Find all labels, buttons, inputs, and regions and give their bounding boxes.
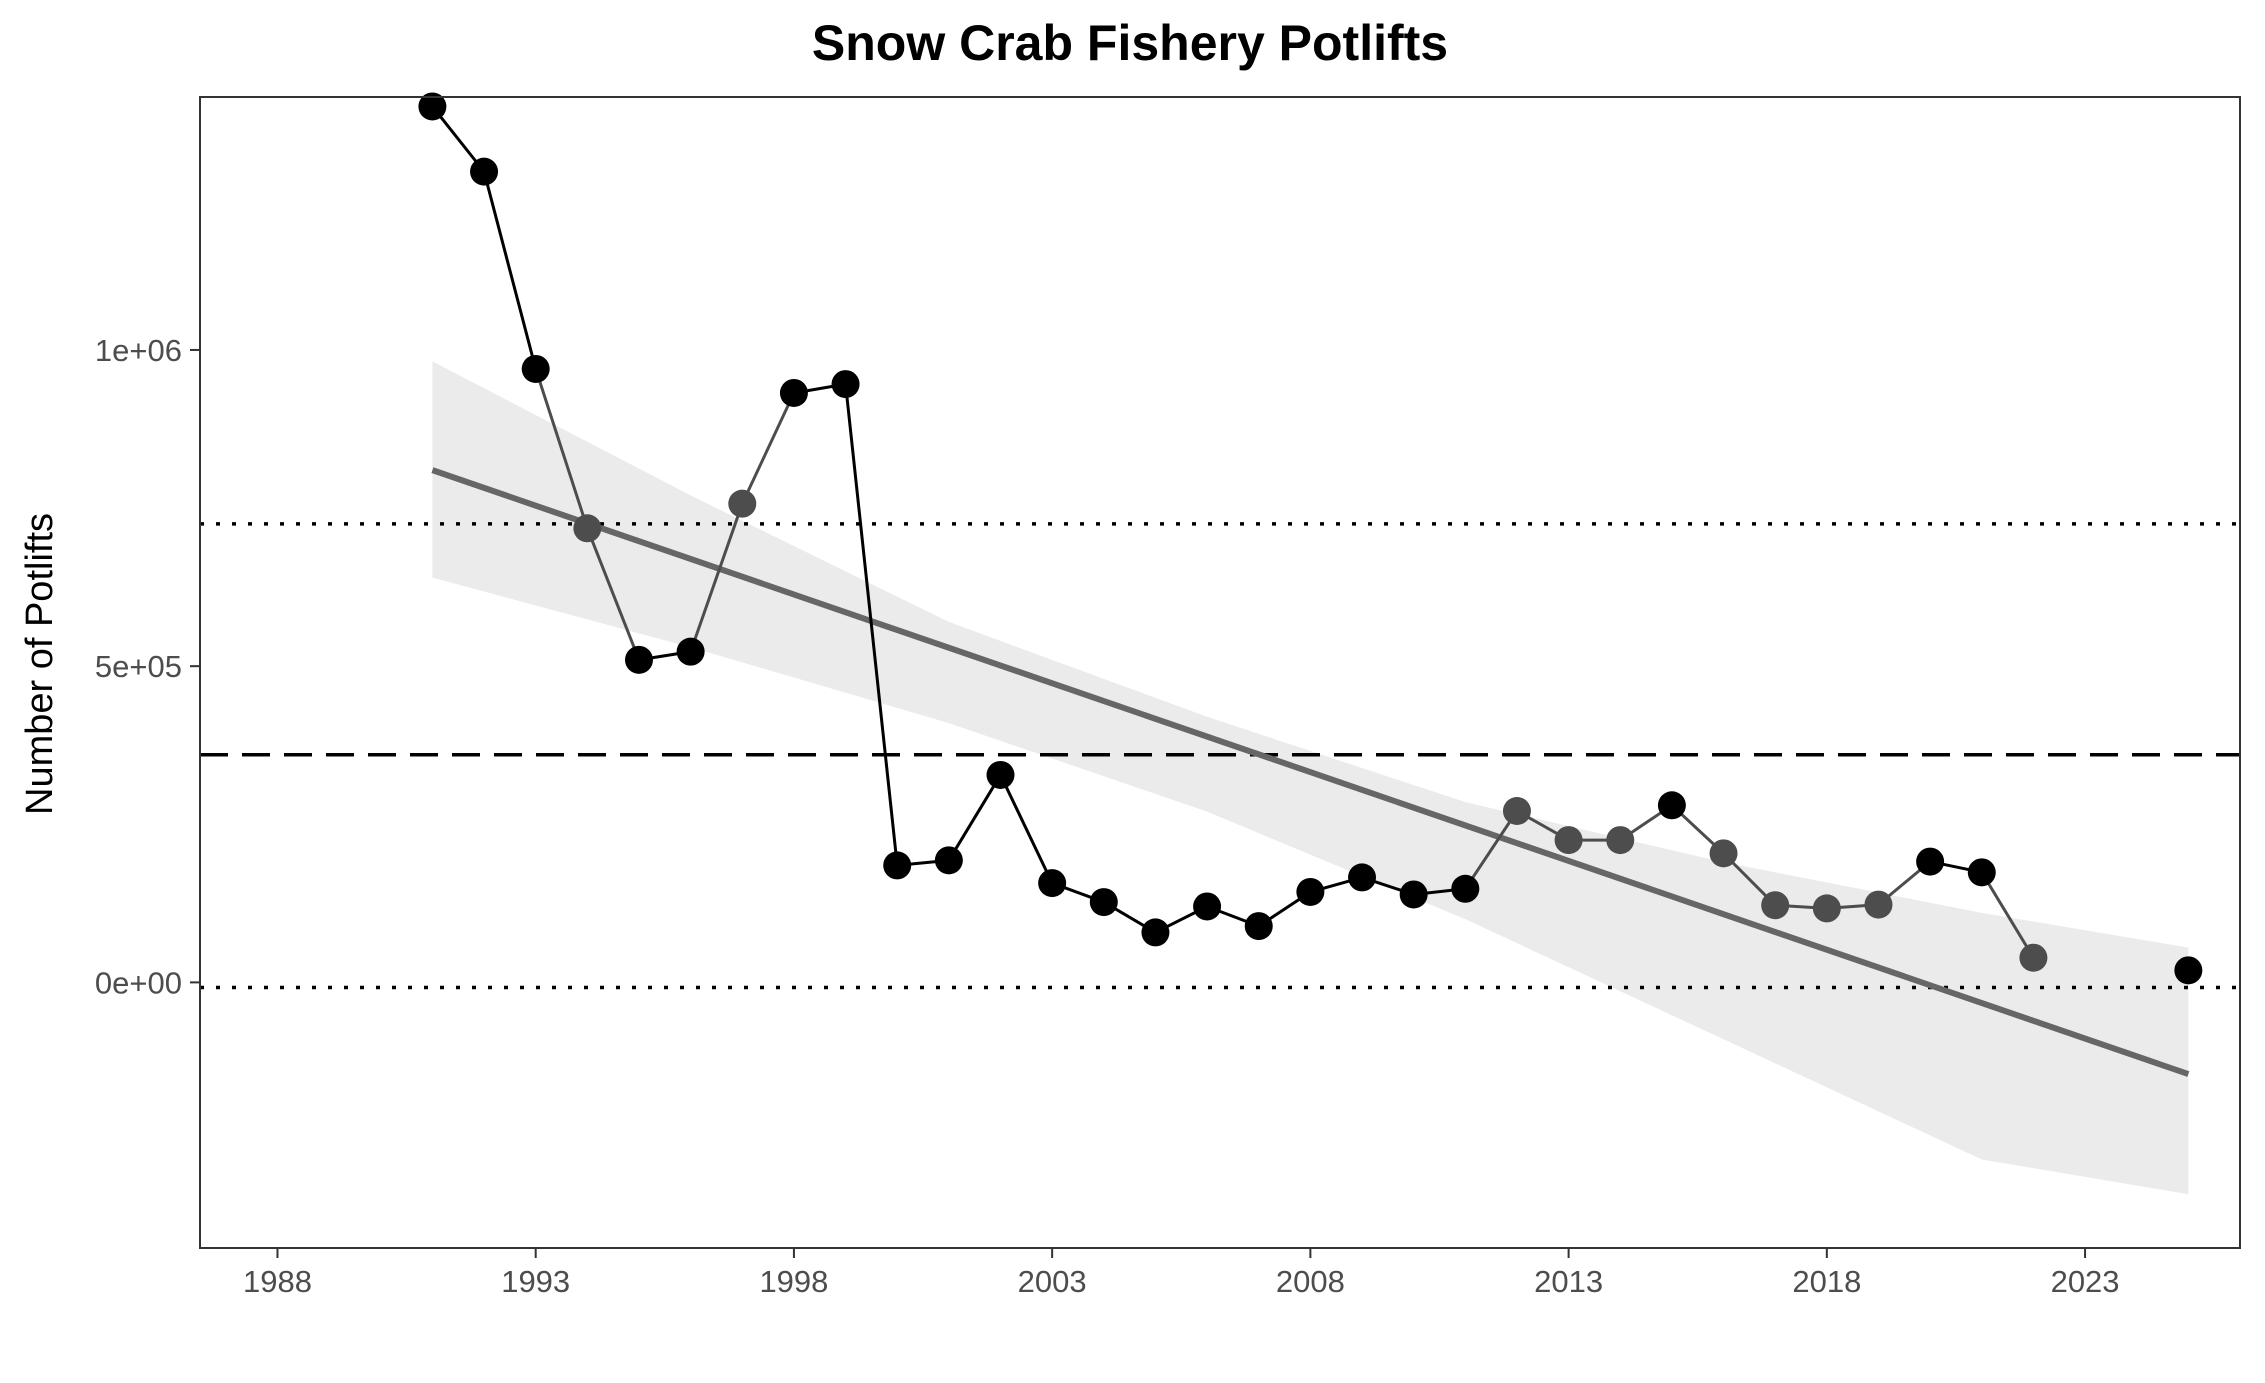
data-point bbox=[2019, 943, 2048, 972]
y-axis-label: Number of Potlifts bbox=[19, 513, 61, 815]
confidence-band-layer bbox=[432, 361, 2189, 1195]
data-point bbox=[1606, 826, 1635, 855]
x-tick-label: 1988 bbox=[243, 1264, 312, 1299]
series-segment bbox=[482, 171, 538, 370]
data-point bbox=[624, 645, 653, 674]
data-point bbox=[2174, 956, 2203, 985]
y-tick-label: 1e+06 bbox=[95, 333, 182, 368]
data-point bbox=[1812, 894, 1841, 923]
data-point bbox=[1451, 874, 1480, 903]
data-point bbox=[1709, 839, 1738, 868]
data-point bbox=[521, 354, 550, 383]
chart-title: Snow Crab Fishery Potlifts bbox=[812, 15, 1448, 71]
data-point bbox=[1296, 877, 1325, 906]
data-point bbox=[1554, 826, 1583, 855]
x-tick-label: 2008 bbox=[1276, 1264, 1345, 1299]
trend-line bbox=[431, 467, 2190, 1077]
data-point bbox=[1967, 858, 1996, 887]
data-point bbox=[934, 846, 963, 875]
series-segment bbox=[534, 368, 589, 529]
data-point bbox=[831, 370, 860, 399]
data-point bbox=[1916, 847, 1945, 876]
data-point bbox=[1761, 891, 1790, 920]
data-point bbox=[1657, 791, 1686, 820]
axes-layer: 1988 1993 1998 2003 2008 2013 2018 2023 0e+00 5e+… bbox=[95, 333, 2120, 1299]
y-tick-label: 5e+05 bbox=[95, 649, 182, 684]
x-tick-label: 1993 bbox=[501, 1264, 570, 1299]
data-point bbox=[573, 514, 602, 543]
x-tick-label: 1998 bbox=[759, 1264, 828, 1299]
plot-panel-border bbox=[199, 96, 2241, 1249]
data-point bbox=[470, 157, 499, 186]
data-point bbox=[1399, 880, 1428, 909]
data-point bbox=[1348, 863, 1377, 892]
data-point bbox=[883, 851, 912, 880]
data-point bbox=[779, 378, 808, 407]
series-segment bbox=[585, 527, 641, 661]
x-tick-label: 2018 bbox=[1792, 1264, 1861, 1299]
x-tick-label: 2023 bbox=[2051, 1264, 2120, 1299]
series-segment bbox=[947, 774, 1002, 862]
data-point bbox=[676, 637, 705, 666]
series-segment bbox=[1980, 871, 2035, 959]
series-segment bbox=[1464, 810, 1519, 890]
x-tick-label: 2013 bbox=[1534, 1264, 1603, 1299]
data-point bbox=[418, 92, 447, 121]
reference-lines-layer bbox=[200, 522, 2240, 990]
series-segment bbox=[689, 503, 744, 653]
data-point bbox=[986, 760, 1015, 789]
data-point bbox=[1502, 796, 1531, 825]
trend-line-layer bbox=[431, 467, 2190, 1077]
confidence-band bbox=[432, 361, 2189, 1195]
data-point bbox=[728, 489, 757, 518]
data-point bbox=[1038, 869, 1067, 898]
data-point bbox=[1193, 892, 1222, 921]
data-point bbox=[1141, 918, 1170, 947]
x-tick-label: 2003 bbox=[1018, 1264, 1087, 1299]
series-segment bbox=[999, 774, 1054, 884]
series-segment bbox=[844, 383, 899, 866]
data-point bbox=[1089, 888, 1118, 917]
y-tick-label: 0e+00 bbox=[95, 965, 182, 1000]
series-segment bbox=[740, 392, 796, 505]
data-points-layer bbox=[418, 92, 2203, 985]
data-point bbox=[1864, 890, 1893, 919]
data-point bbox=[1244, 912, 1273, 941]
